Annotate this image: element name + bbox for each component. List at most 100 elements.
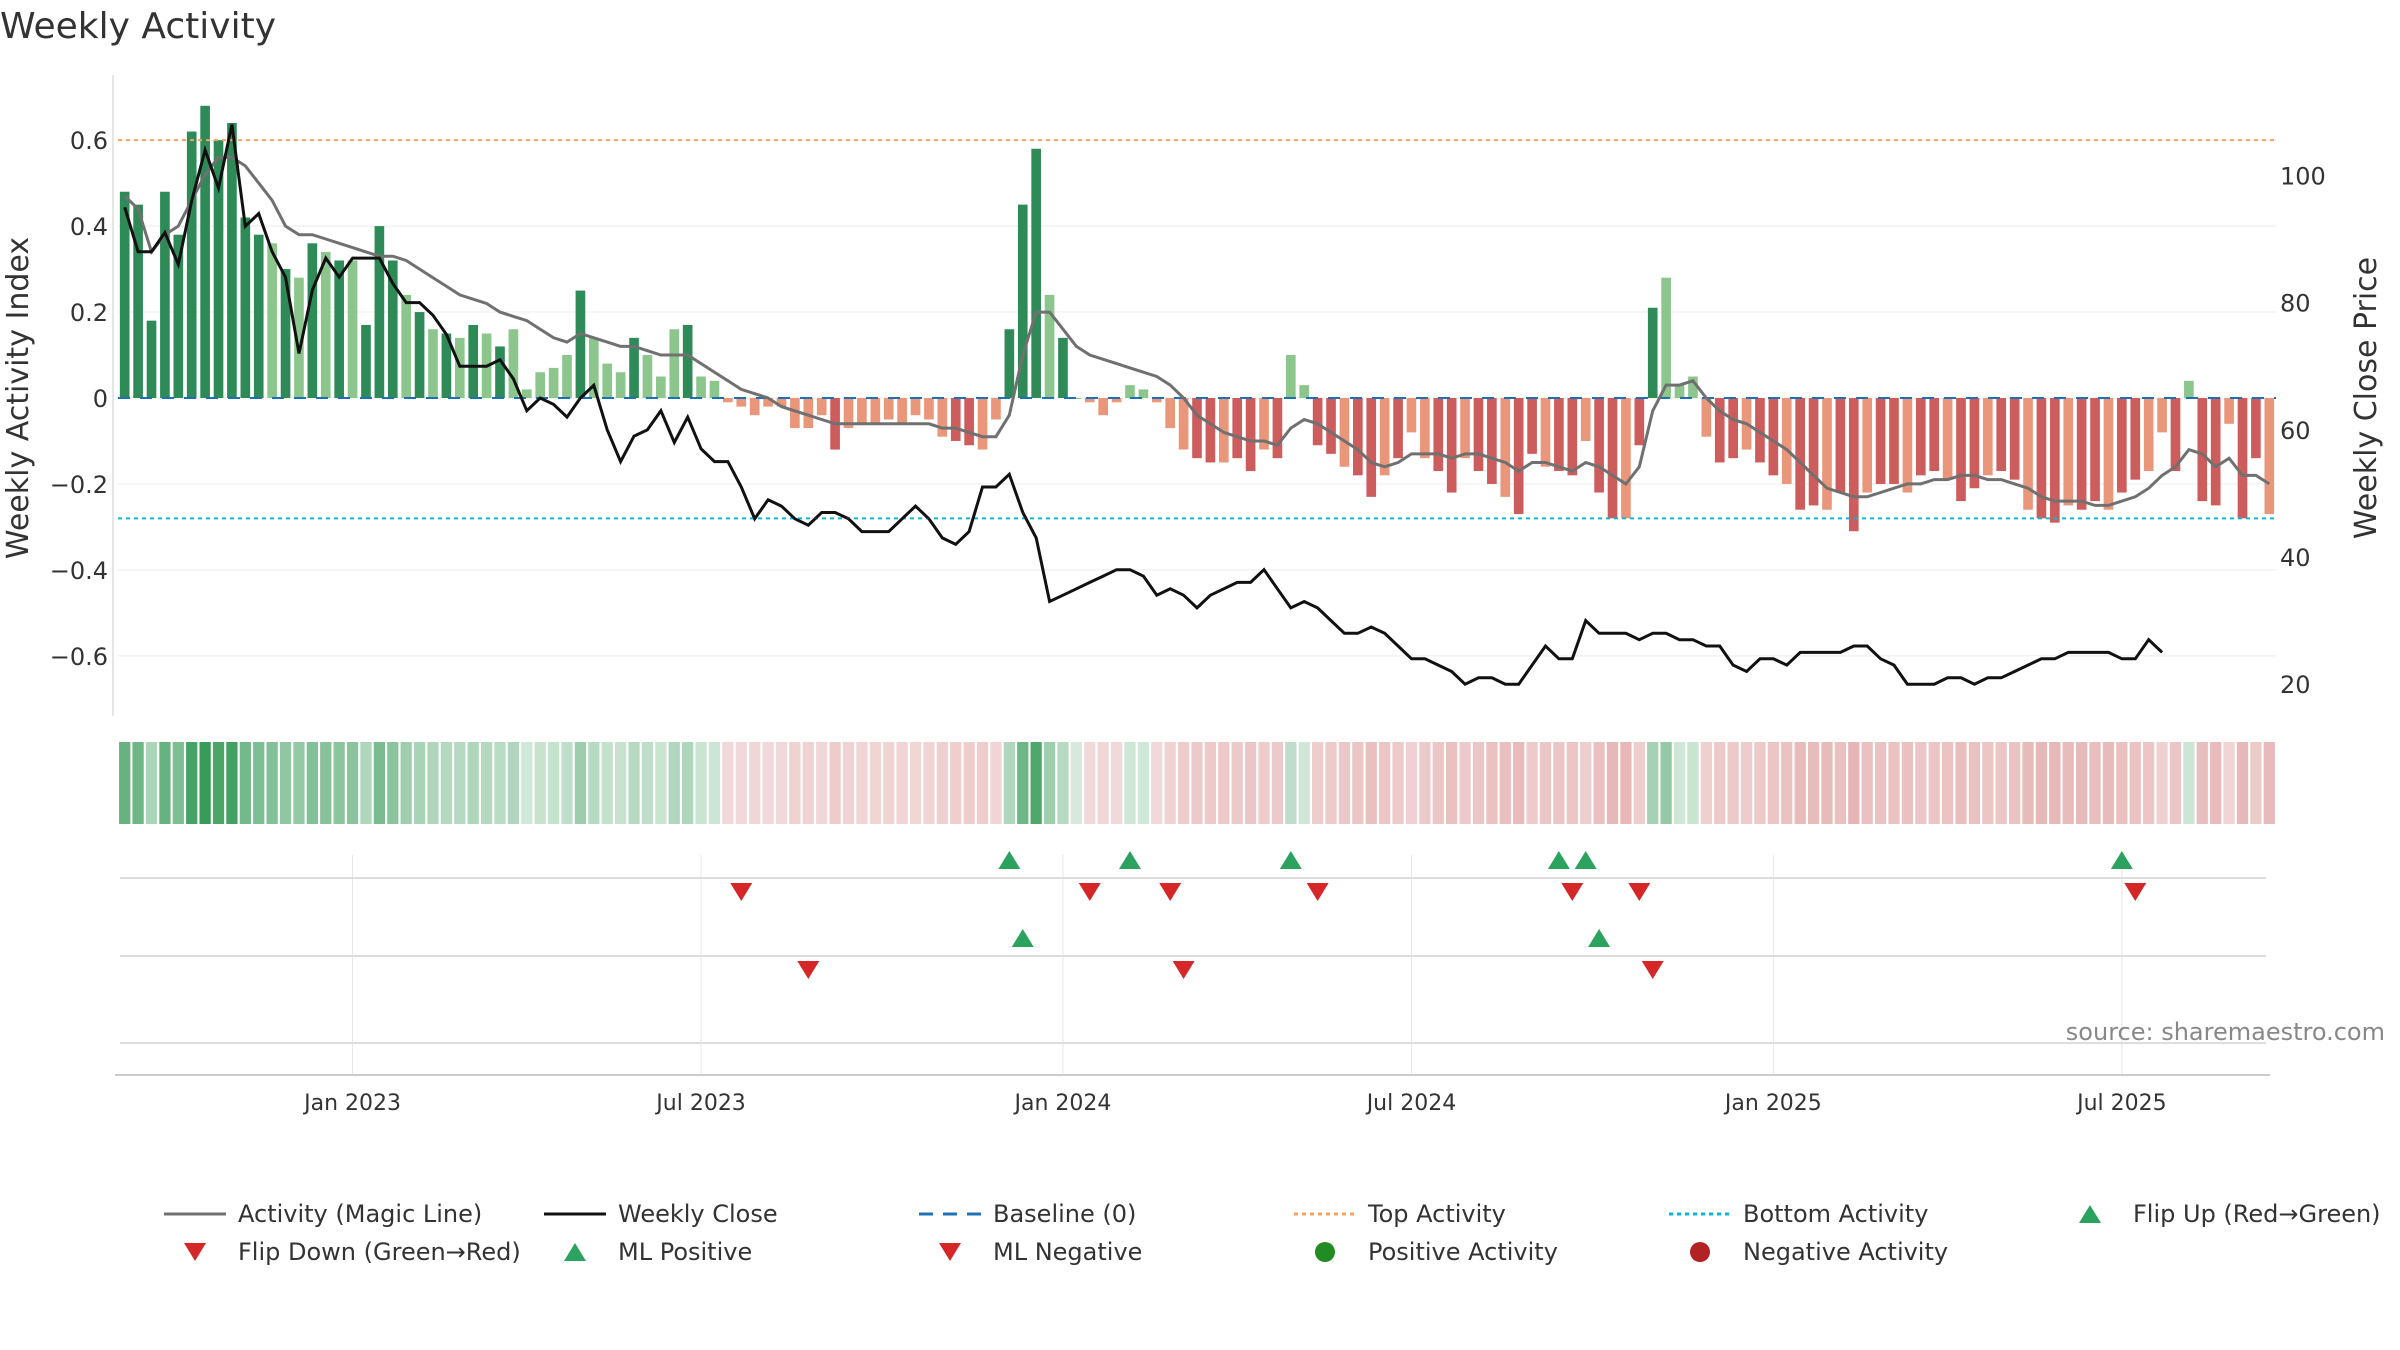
- heat-cell: [1941, 742, 1954, 824]
- heat-cell: [293, 742, 305, 824]
- legend-swatch: [1669, 1212, 1731, 1216]
- heat-cell: [212, 742, 225, 824]
- heat-cell: [145, 742, 158, 824]
- heat-cell: [1660, 742, 1672, 824]
- activity-bar: [173, 234, 184, 398]
- activity-bar: [1902, 398, 1913, 493]
- heat-cell: [360, 742, 372, 824]
- heat-cell: [159, 742, 171, 824]
- heat-cell: [333, 742, 345, 824]
- heat-cell: [1968, 742, 1981, 824]
- activity-bar: [1956, 398, 1966, 502]
- activity-bar: [1138, 389, 1149, 398]
- activity-bar: [2251, 398, 2261, 459]
- heat-cell: [1995, 742, 2007, 824]
- heat-cell: [480, 742, 493, 824]
- heat-cell: [735, 742, 747, 824]
- activity-bars: [119, 105, 2275, 532]
- activity-bar: [1379, 398, 1390, 476]
- activity-bar: [2117, 398, 2127, 493]
- activity-bar: [924, 398, 934, 420]
- activity-bar: [1420, 398, 1430, 459]
- y-tick-right-label: 80: [2280, 290, 2311, 318]
- legend-swatch: [919, 1212, 981, 1216]
- heat-cell: [588, 742, 600, 824]
- heat-cell: [775, 742, 788, 824]
- legend-item-baseline: Baseline (0): [915, 1200, 1136, 1228]
- heat-cell: [2169, 742, 2182, 824]
- activity-bar: [763, 398, 773, 407]
- heat-cell: [1298, 742, 1310, 824]
- flip-up-marker: [1279, 851, 1302, 869]
- heat-cell: [1861, 742, 1873, 824]
- activity-bar: [1245, 398, 1256, 472]
- legend-item-pos-act: Positive Activity: [1290, 1238, 1558, 1266]
- activity-bar: [1460, 398, 1470, 459]
- y-tick-left-label: 0: [93, 385, 108, 413]
- flip-up-marker: [2110, 851, 2133, 869]
- activity-bar: [267, 243, 277, 398]
- activity-bar: [1165, 398, 1176, 429]
- activity-bar: [1982, 398, 1993, 476]
- activity-bar: [709, 380, 720, 398]
- heat-cell: [2196, 742, 2208, 824]
- activity-bar: [615, 372, 626, 398]
- heat-cell: [869, 742, 881, 824]
- heat-cell: [1901, 742, 1914, 824]
- heat-cell: [950, 742, 962, 824]
- y-tick-right-label: 20: [2280, 671, 2311, 699]
- activity-bar: [1071, 398, 1082, 399]
- activity-bar: [642, 355, 653, 398]
- activity-bar: [1339, 398, 1350, 467]
- legend-swatch: [544, 1212, 606, 1216]
- heat-cell: [507, 742, 520, 824]
- activity-bar: [2170, 398, 2181, 472]
- activity-bar: [1822, 398, 1832, 510]
- activity-bar: [2184, 380, 2194, 398]
- ml-positive-marker: [1588, 929, 1611, 947]
- flip-down-marker: [1306, 883, 1329, 901]
- heat-cell: [2008, 742, 2021, 824]
- x-tick-label: Jan 2023: [302, 1091, 401, 1116]
- activity-bar: [803, 398, 814, 429]
- flip-down-marker: [2124, 883, 2147, 901]
- activity-bar: [1929, 398, 1940, 472]
- heat-cell: [655, 742, 667, 824]
- heat-cell: [1647, 742, 1659, 824]
- activity-bar: [1326, 398, 1336, 454]
- heat-cell: [1700, 742, 1712, 824]
- flip-down-marker: [1078, 883, 1101, 901]
- activity-bar: [1621, 398, 1631, 519]
- heat-cell: [186, 742, 198, 824]
- heat-cell: [1687, 742, 1699, 824]
- heat-cell: [1673, 742, 1686, 824]
- heat-cell: [1392, 742, 1404, 824]
- activity-bar: [1259, 398, 1269, 450]
- activity-bar: [361, 324, 371, 398]
- activity-bar: [1098, 398, 1108, 416]
- heat-cell: [1218, 742, 1230, 824]
- heat-cell: [1513, 742, 1525, 824]
- heat-cell: [521, 742, 533, 824]
- activity-bar: [816, 398, 827, 416]
- heat-cell: [266, 742, 278, 824]
- heat-cell: [976, 742, 989, 824]
- activity-bar: [387, 260, 398, 398]
- heat-cell: [708, 742, 721, 824]
- activity-bar: [1004, 329, 1015, 398]
- activity-bar: [1634, 398, 1645, 446]
- activity-bar: [977, 398, 988, 450]
- activity-bar: [682, 324, 693, 398]
- legend-label: Weekly Close: [618, 1200, 778, 1228]
- flip-down-marker: [730, 883, 753, 901]
- heat-cell: [2183, 742, 2195, 824]
- legend-item-ml-pos: ML Positive: [540, 1238, 752, 1266]
- activity-bar: [1915, 398, 1926, 476]
- activity-bar: [1875, 398, 1886, 484]
- activity-bar: [428, 329, 438, 398]
- ml-negative-marker: [1172, 961, 1195, 979]
- legend: Activity (Magic Line) Weekly Close Baselin…: [160, 1200, 2400, 1290]
- legend-item-flip-up: Flip Up (Red→Green): [2055, 1200, 2381, 1228]
- heat-cell: [923, 742, 935, 824]
- y-axis-right-label: Weekly Close Price: [2349, 257, 2384, 539]
